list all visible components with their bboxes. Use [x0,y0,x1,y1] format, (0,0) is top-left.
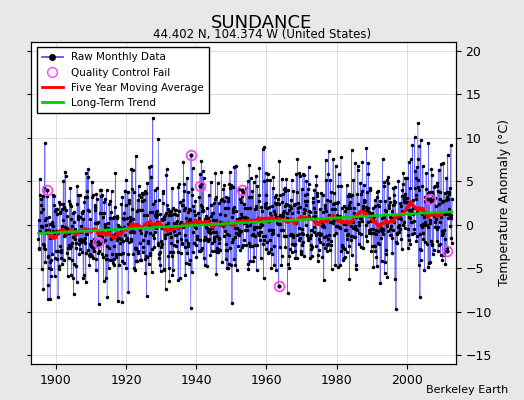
Text: Berkeley Earth: Berkeley Earth [426,385,508,395]
Y-axis label: Temperature Anomaly (°C): Temperature Anomaly (°C) [497,120,510,286]
Text: 44.402 N, 104.374 W (United States): 44.402 N, 104.374 W (United States) [153,28,371,41]
Text: SUNDANCE: SUNDANCE [211,14,313,32]
Legend: Raw Monthly Data, Quality Control Fail, Five Year Moving Average, Long-Term Tren: Raw Monthly Data, Quality Control Fail, … [37,47,209,113]
